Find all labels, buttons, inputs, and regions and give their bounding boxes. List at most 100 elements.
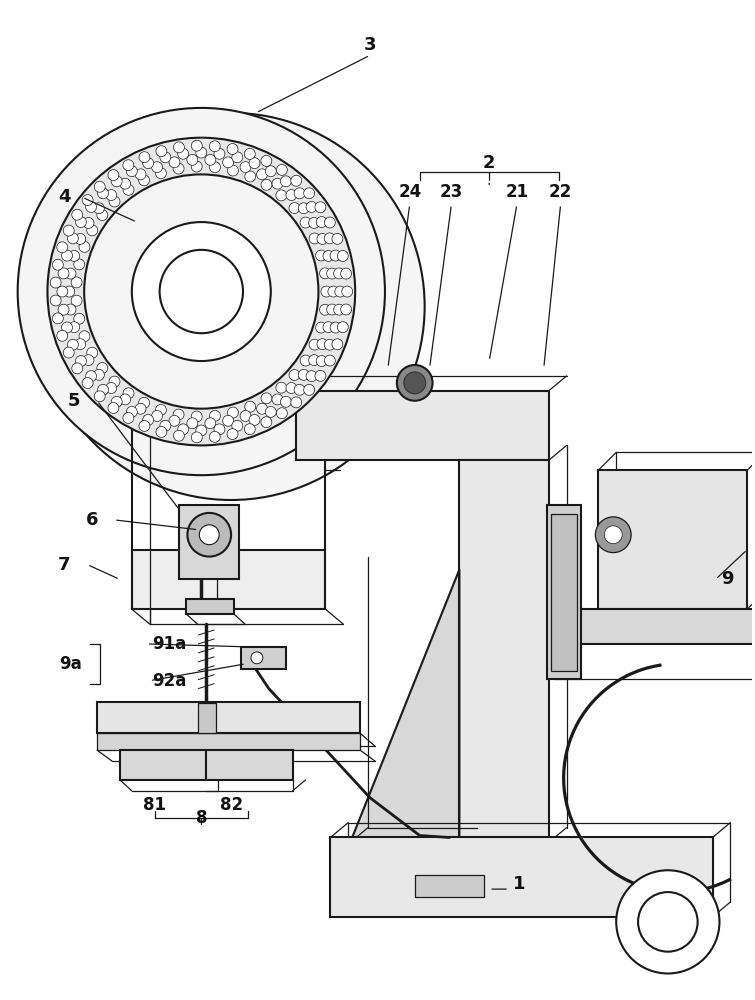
Circle shape [257,403,267,414]
Circle shape [67,233,79,244]
Text: 4: 4 [58,188,70,206]
Circle shape [341,268,352,279]
Circle shape [227,429,238,440]
Polygon shape [350,569,459,842]
Circle shape [272,178,283,189]
Circle shape [209,431,220,442]
Circle shape [300,355,311,366]
Circle shape [111,396,122,407]
Circle shape [67,339,79,350]
Circle shape [304,188,315,199]
Circle shape [52,313,63,324]
Circle shape [342,286,353,297]
Circle shape [265,166,276,177]
Circle shape [276,408,288,419]
Circle shape [289,203,300,214]
Circle shape [319,304,331,315]
Circle shape [156,168,166,179]
Circle shape [306,371,317,382]
Circle shape [94,181,105,192]
Circle shape [309,217,319,228]
Circle shape [205,418,216,429]
Circle shape [48,138,355,445]
Circle shape [97,188,109,199]
Text: 2: 2 [483,154,495,172]
Circle shape [332,233,343,244]
Circle shape [74,259,85,270]
Circle shape [69,322,79,333]
Text: 1: 1 [513,875,525,893]
Circle shape [186,418,198,429]
Circle shape [210,410,220,421]
Circle shape [123,412,134,423]
Circle shape [316,356,327,366]
Circle shape [97,363,108,373]
Circle shape [196,425,207,436]
Bar [414,875,484,897]
Circle shape [187,513,231,557]
Circle shape [57,330,68,341]
Bar [599,470,747,609]
Circle shape [321,286,332,297]
Circle shape [317,339,328,350]
Circle shape [205,154,216,165]
Circle shape [232,152,243,163]
Circle shape [276,382,287,393]
Circle shape [135,169,146,180]
Circle shape [304,384,315,395]
Circle shape [280,396,291,407]
Circle shape [17,108,385,475]
Circle shape [289,370,300,380]
Bar [97,733,360,750]
Circle shape [177,148,189,159]
Bar [97,702,360,733]
Circle shape [341,304,352,315]
Text: 5: 5 [68,392,81,410]
Circle shape [156,426,167,437]
Circle shape [316,250,326,261]
Circle shape [209,141,220,152]
Text: 9a: 9a [59,655,82,673]
Text: 3: 3 [364,36,376,54]
Bar [296,391,549,460]
Text: 82: 82 [220,796,242,814]
Circle shape [325,217,335,228]
Circle shape [309,233,320,244]
Circle shape [276,164,288,175]
Text: 23: 23 [440,183,463,201]
Circle shape [245,171,256,182]
Circle shape [276,190,287,201]
Circle shape [50,277,61,288]
Circle shape [186,154,198,165]
Circle shape [249,414,260,425]
Circle shape [75,339,85,350]
Bar [206,750,293,780]
Circle shape [199,525,219,545]
Circle shape [62,250,72,261]
Circle shape [323,322,334,333]
Circle shape [251,652,263,664]
Circle shape [196,147,207,158]
Circle shape [156,404,166,415]
Circle shape [62,322,72,333]
Circle shape [120,178,131,189]
Circle shape [245,424,255,435]
Circle shape [334,286,346,297]
Circle shape [132,222,271,361]
Circle shape [327,304,337,315]
Text: 92a: 92a [153,672,186,690]
Circle shape [111,176,122,187]
Circle shape [309,355,319,366]
Circle shape [638,892,698,952]
Circle shape [261,393,272,404]
Circle shape [65,304,76,315]
Circle shape [191,432,202,443]
Bar [331,837,713,917]
Circle shape [223,157,233,168]
Circle shape [261,417,272,428]
Circle shape [126,406,137,417]
Circle shape [109,196,120,207]
Circle shape [334,268,344,279]
Circle shape [79,241,90,252]
Circle shape [315,202,326,213]
